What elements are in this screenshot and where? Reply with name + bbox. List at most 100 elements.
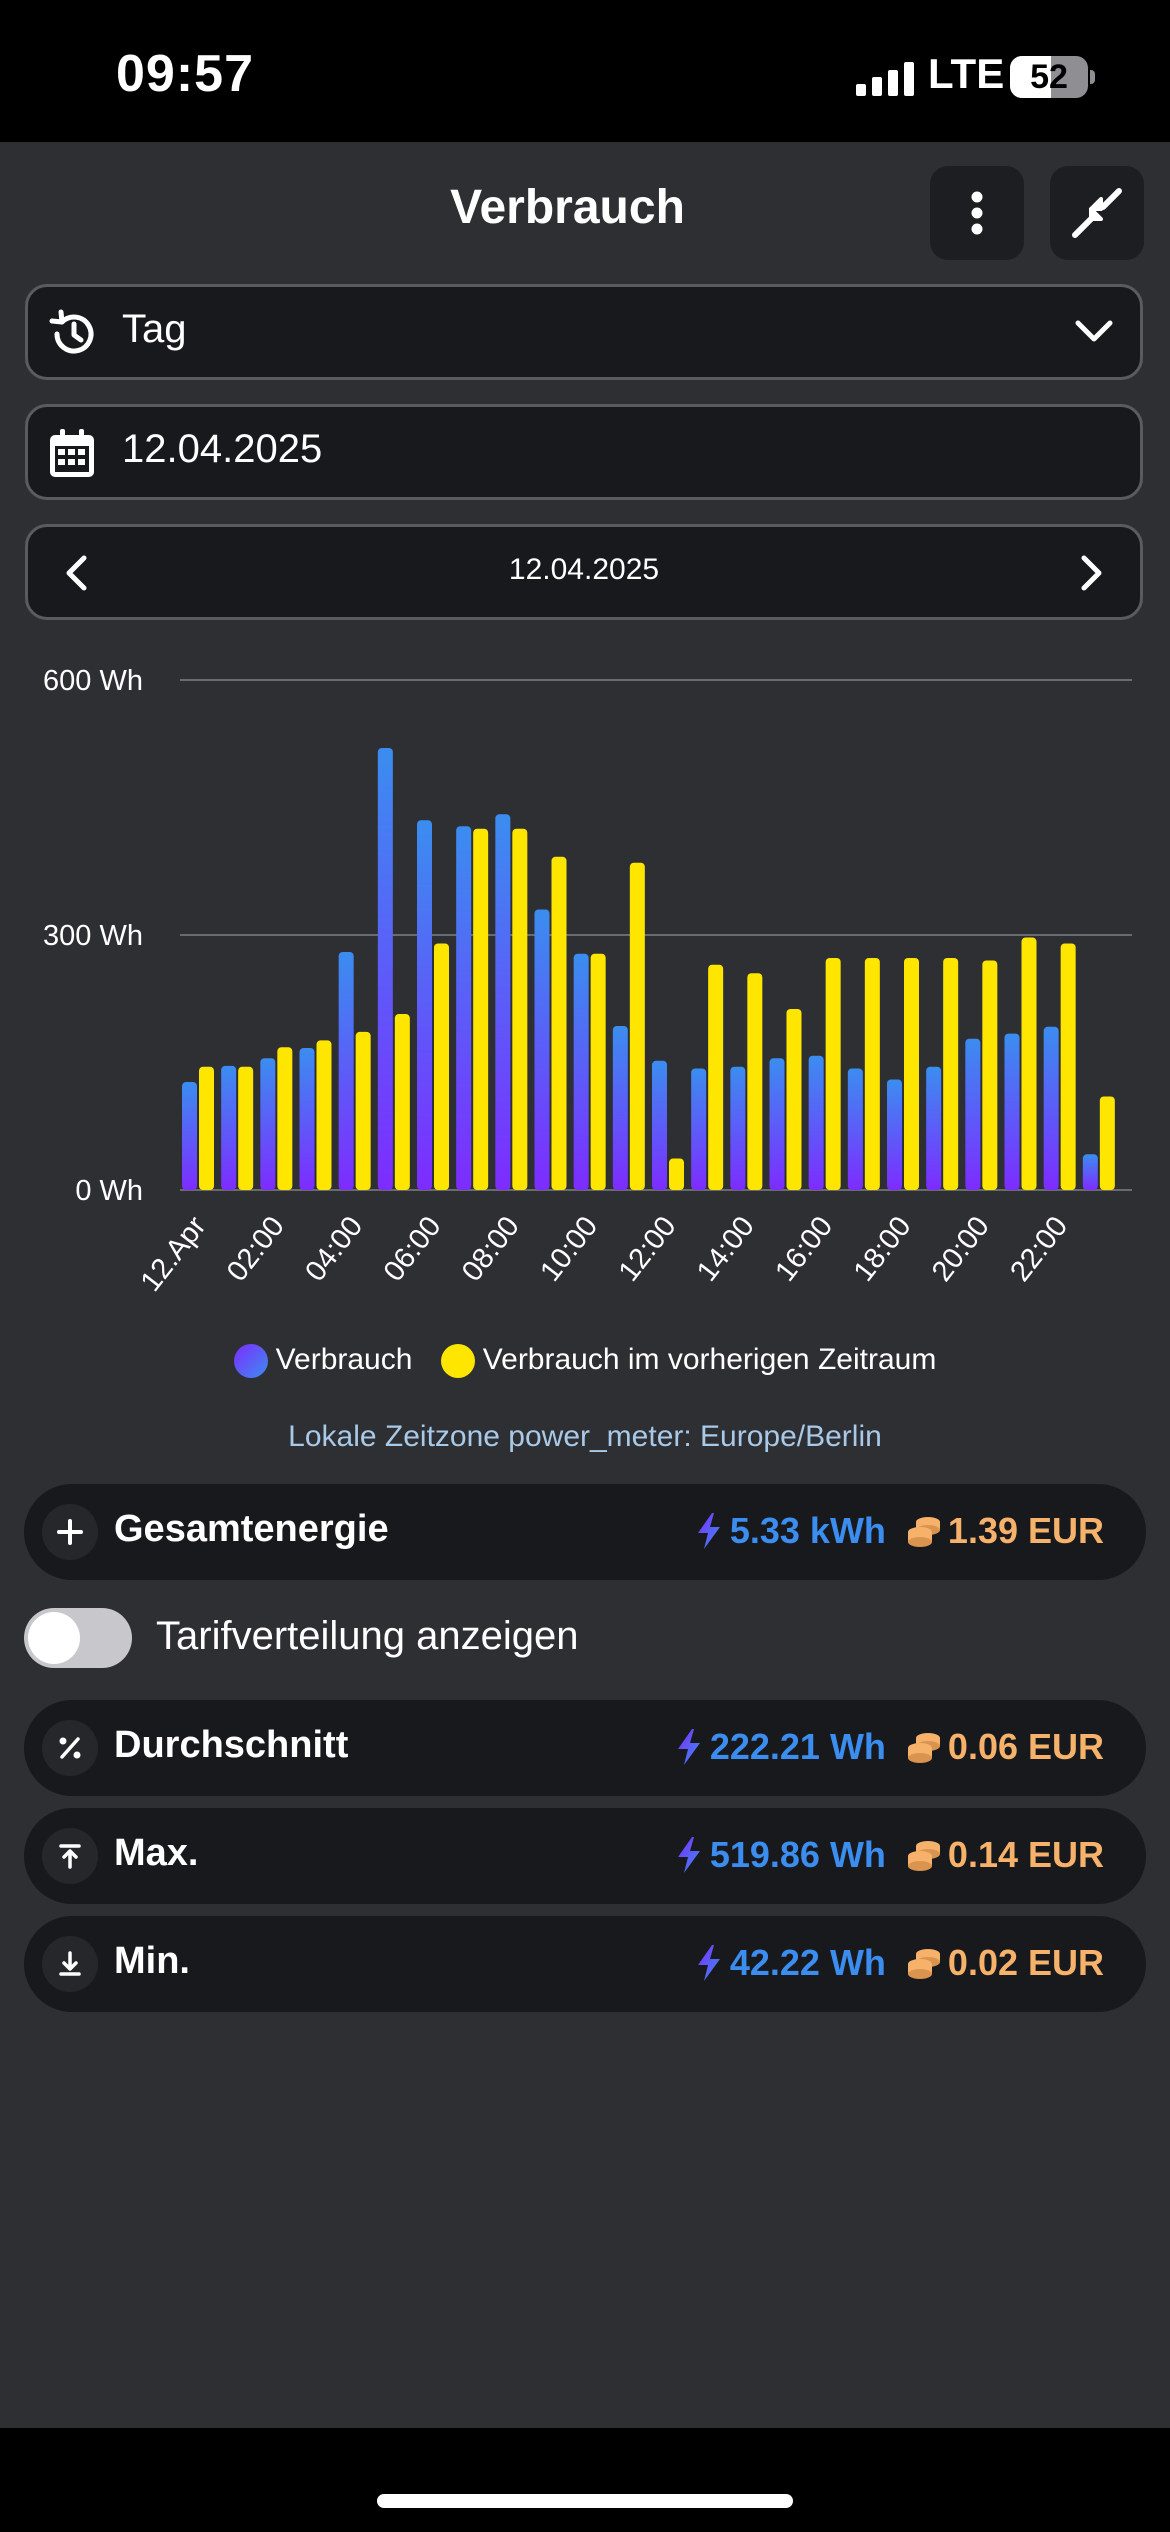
period-select[interactable]: Tag bbox=[25, 284, 1143, 380]
bar-previous[interactable] bbox=[590, 953, 606, 1190]
min-energy-value: 42.22 Wh bbox=[729, 1942, 886, 1983]
bar-previous[interactable] bbox=[238, 1066, 254, 1190]
bar-previous[interactable] bbox=[786, 1008, 802, 1190]
bar-previous[interactable] bbox=[277, 1047, 293, 1190]
date-field[interactable]: 12.04.2025 bbox=[25, 404, 1143, 500]
collapse-button[interactable] bbox=[1050, 166, 1144, 260]
total-energy-label: Gesamtenergie bbox=[114, 1508, 389, 1550]
signal-icon bbox=[856, 62, 914, 96]
bar-verbrauch[interactable] bbox=[299, 1048, 315, 1190]
coins-icon bbox=[907, 1949, 940, 1979]
x-tick-label: 22:00 bbox=[1004, 1211, 1074, 1288]
bottom-bar bbox=[0, 2428, 1170, 2532]
average-energy-value: 222.21 Wh bbox=[709, 1726, 886, 1767]
next-day-button[interactable] bbox=[1064, 545, 1120, 601]
bar-verbrauch[interactable] bbox=[573, 953, 589, 1190]
history-icon bbox=[49, 309, 94, 354]
bar-verbrauch[interactable] bbox=[730, 1066, 746, 1190]
bar-previous[interactable] bbox=[708, 964, 724, 1190]
legend-item-verbrauch[interactable]: Verbrauch bbox=[233, 1342, 413, 1378]
bar-previous[interactable] bbox=[864, 957, 880, 1190]
bar-verbrauch[interactable] bbox=[221, 1065, 237, 1190]
bar-verbrauch[interactable] bbox=[495, 814, 511, 1190]
lightning-icon bbox=[697, 1945, 720, 1981]
bar-previous[interactable] bbox=[551, 856, 567, 1190]
bar-verbrauch[interactable] bbox=[691, 1068, 707, 1190]
bar-previous[interactable] bbox=[982, 960, 998, 1191]
bar-previous[interactable] bbox=[747, 973, 763, 1190]
max-label: Max. bbox=[114, 1832, 199, 1874]
date-field-value: 12.04.2025 bbox=[122, 427, 323, 471]
battery-level: 52 bbox=[1030, 58, 1068, 96]
chevron-down-icon bbox=[1075, 320, 1113, 342]
bar-verbrauch[interactable] bbox=[808, 1055, 824, 1190]
legend-label-verbrauch: Verbrauch bbox=[275, 1342, 413, 1376]
bar-previous[interactable] bbox=[669, 1158, 684, 1190]
average-cost-value: 0.06 EUR bbox=[947, 1726, 1104, 1767]
arrow-up-to-line-icon bbox=[42, 1828, 98, 1884]
more-menu-button[interactable] bbox=[930, 166, 1024, 260]
bar-previous[interactable] bbox=[943, 957, 959, 1190]
bar-verbrauch[interactable] bbox=[260, 1058, 276, 1190]
x-tick-label: 10:00 bbox=[534, 1211, 604, 1288]
bar-previous[interactable] bbox=[473, 828, 489, 1190]
x-tick-label: 18:00 bbox=[848, 1211, 918, 1288]
bar-previous[interactable] bbox=[199, 1066, 214, 1190]
chart-legend: Verbrauch Verbrauch im vorherigen Zeitra… bbox=[0, 1342, 1170, 1378]
coins-icon bbox=[907, 1841, 940, 1871]
timezone-note: Lokale Zeitzone power_meter: Europe/Berl… bbox=[288, 1420, 882, 1453]
tariff-toggle-label: Tarifverteilung anzeigen bbox=[156, 1614, 579, 1658]
x-tick-label: 04:00 bbox=[299, 1211, 369, 1288]
bar-previous[interactable] bbox=[355, 1031, 371, 1190]
home-indicator[interactable] bbox=[377, 2494, 793, 2508]
x-tick-label: 20:00 bbox=[926, 1211, 996, 1288]
y-tick-label: 600 Wh bbox=[43, 665, 143, 697]
bar-previous[interactable] bbox=[1060, 943, 1076, 1191]
bar-verbrauch[interactable] bbox=[926, 1066, 942, 1190]
bar-previous[interactable] bbox=[394, 1014, 410, 1190]
bar-verbrauch[interactable] bbox=[769, 1058, 785, 1190]
consumption-chart: 0 Wh 300 Wh 600 Wh 12.Apr 02:00 04:00 06:00 08:… bbox=[43, 665, 1132, 1298]
x-tick-label: 06:00 bbox=[378, 1211, 448, 1288]
y-tick-label: 0 Wh bbox=[75, 1175, 143, 1207]
bar-previous[interactable] bbox=[629, 862, 645, 1190]
x-tick-label: 02:00 bbox=[221, 1211, 291, 1288]
legend-item-previous[interactable]: Verbrauch im vorherigen Zeitraum bbox=[440, 1343, 936, 1378]
bar-verbrauch[interactable] bbox=[1082, 1154, 1098, 1190]
x-tick-label: 14:00 bbox=[691, 1211, 761, 1288]
bar-verbrauch[interactable] bbox=[612, 1025, 628, 1190]
bar-previous[interactable] bbox=[512, 828, 528, 1190]
bar-previous[interactable] bbox=[1099, 1096, 1115, 1191]
expand-icon bbox=[42, 1504, 98, 1560]
bar-verbrauch[interactable] bbox=[377, 748, 393, 1190]
bar-previous[interactable] bbox=[316, 1040, 332, 1190]
bar-verbrauch[interactable] bbox=[456, 826, 472, 1190]
chevron-left-icon bbox=[66, 555, 87, 591]
bar-verbrauch[interactable] bbox=[1043, 1026, 1059, 1190]
max-cost-value: 0.14 EUR bbox=[947, 1834, 1104, 1875]
x-tick-label: 08:00 bbox=[456, 1211, 526, 1288]
tariff-toggle[interactable] bbox=[24, 1608, 132, 1668]
bar-previous[interactable] bbox=[434, 943, 449, 1191]
chevron-right-icon bbox=[1081, 555, 1102, 591]
arrow-down-to-line-icon bbox=[42, 1936, 98, 1992]
bar-verbrauch[interactable] bbox=[847, 1068, 863, 1190]
bar-verbrauch[interactable] bbox=[338, 952, 354, 1190]
previous-day-button[interactable] bbox=[48, 545, 104, 601]
more-vertical-icon bbox=[971, 191, 983, 235]
bar-verbrauch[interactable] bbox=[182, 1082, 197, 1190]
bar-verbrauch[interactable] bbox=[965, 1038, 981, 1190]
x-tick-label: 12.Apr bbox=[135, 1210, 213, 1297]
bar-verbrauch[interactable] bbox=[887, 1079, 902, 1191]
bar-verbrauch[interactable] bbox=[534, 909, 550, 1191]
bar-verbrauch[interactable] bbox=[1004, 1033, 1020, 1190]
bar-previous[interactable] bbox=[1021, 937, 1037, 1190]
average-values: 222.21 Wh 0.06 EUR bbox=[676, 1726, 1104, 1768]
bar-verbrauch[interactable] bbox=[417, 820, 432, 1190]
min-values: 42.22 Wh 0.02 EUR bbox=[696, 1942, 1104, 1984]
bar-previous[interactable] bbox=[904, 957, 919, 1190]
bar-verbrauch[interactable] bbox=[652, 1060, 667, 1190]
page-title: Verbrauch bbox=[450, 181, 685, 234]
bar-previous[interactable] bbox=[825, 957, 841, 1190]
total-energy-row[interactable]: Gesamtenergie 5.33 kWh 1.39 EUR bbox=[24, 1484, 1146, 1580]
